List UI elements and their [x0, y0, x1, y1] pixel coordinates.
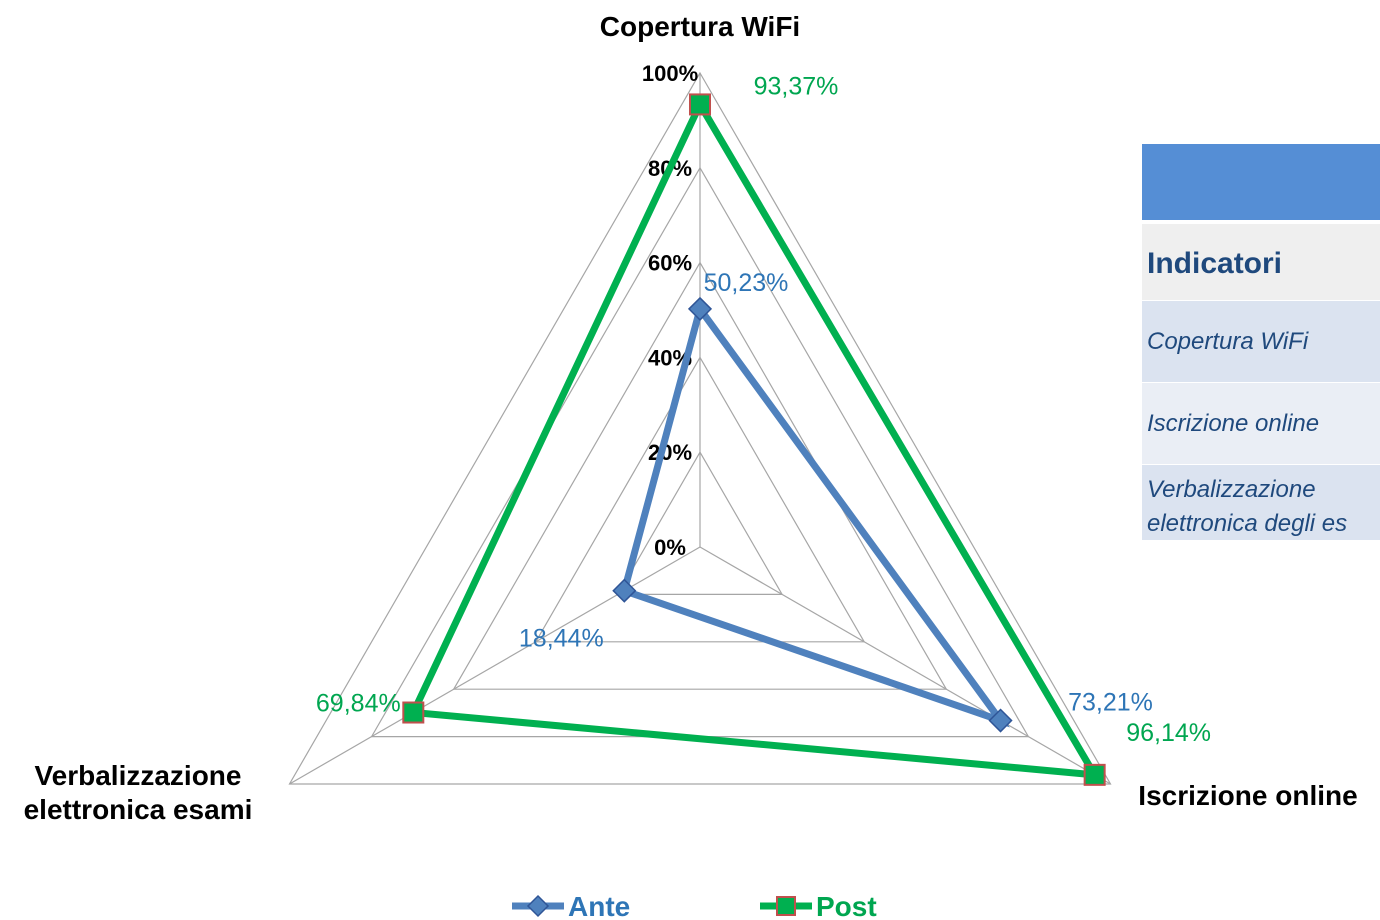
grid-ring [616, 451, 784, 596]
grid-spoke [289, 546, 701, 785]
data-point [1083, 763, 1106, 786]
series-line-ante [620, 300, 1010, 728]
data-label: 69,84% [316, 690, 401, 718]
axis-label: Iscrizione online [1138, 780, 1357, 811]
legend-marker [776, 896, 796, 916]
legend-label: Post [816, 891, 877, 920]
table-row: Copertura WiFi [1142, 300, 1380, 382]
grid-ring [288, 71, 1112, 785]
data-point [402, 701, 425, 724]
legend-marker [526, 894, 550, 918]
table-row: Verbalizzazione elettronica degli es [1142, 464, 1380, 540]
table-row: Iscrizione online [1142, 382, 1380, 464]
data-label: 50,23% [704, 269, 789, 297]
tick-label: 20% [648, 440, 692, 465]
data-point [988, 708, 1013, 733]
data-label: 93,37% [754, 72, 839, 100]
axis-label: Copertura WiFi [600, 11, 800, 42]
data-label: 18,44% [519, 625, 604, 653]
table-row-line: elettronica degli es [1147, 510, 1348, 537]
tick-label: 100% [642, 61, 698, 86]
table-row-line: Verbalizzazione [1147, 476, 1316, 503]
data-point [612, 578, 637, 603]
data-point [689, 93, 711, 116]
series-line-post [408, 96, 1102, 779]
grid-ring [534, 356, 866, 643]
data-label: 96,14% [1126, 719, 1211, 747]
table-header-band [1142, 144, 1380, 220]
grid-spoke [699, 546, 1111, 785]
data-point [687, 296, 713, 321]
table-header-cell: Indicatori [1142, 220, 1380, 300]
tick-label: 0% [654, 535, 686, 560]
tick-label: 60% [648, 251, 692, 276]
legend-label: Ante [568, 891, 630, 920]
data-label: 73,21% [1068, 689, 1153, 717]
axis-label: Verbalizzazione [35, 760, 242, 791]
axis-label: elettronica esami [24, 794, 253, 825]
indicators-table: Indicatori Copertura WiFi Iscrizione onl… [1142, 144, 1380, 540]
